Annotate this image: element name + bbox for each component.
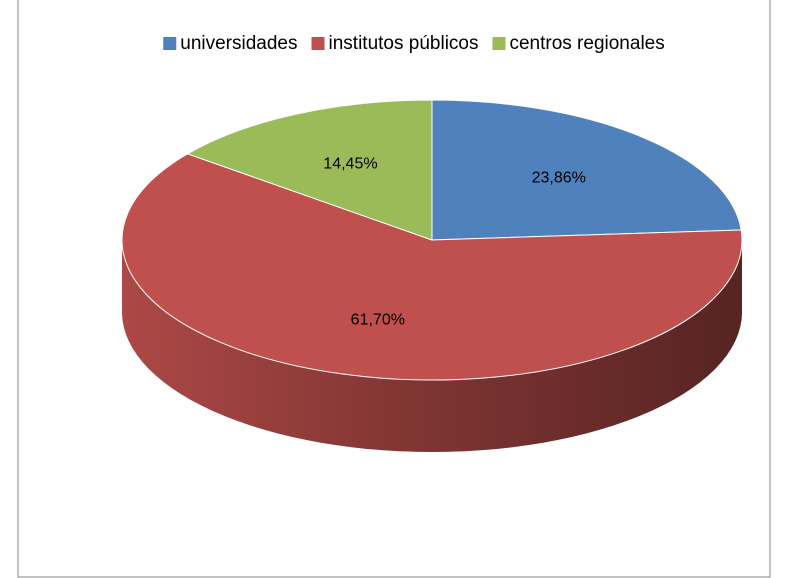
legend-swatch [311, 37, 325, 50]
slice-side-shade [122, 240, 742, 452]
slice [121, 153, 743, 381]
legend-label: institutos públicos [329, 33, 479, 54]
legend-swatch [492, 37, 506, 50]
slice [186, 99, 433, 241]
data-label: 61,70% [351, 312, 405, 329]
legend: universidades institutos públicos centros … [163, 33, 665, 54]
slice [431, 99, 742, 241]
legend-swatch [163, 37, 177, 50]
data-label: 23,86% [532, 170, 586, 187]
data-label: 14,45% [323, 156, 377, 173]
legend-label: centros regionales [509, 33, 664, 54]
legend-label: universidades [180, 33, 297, 54]
